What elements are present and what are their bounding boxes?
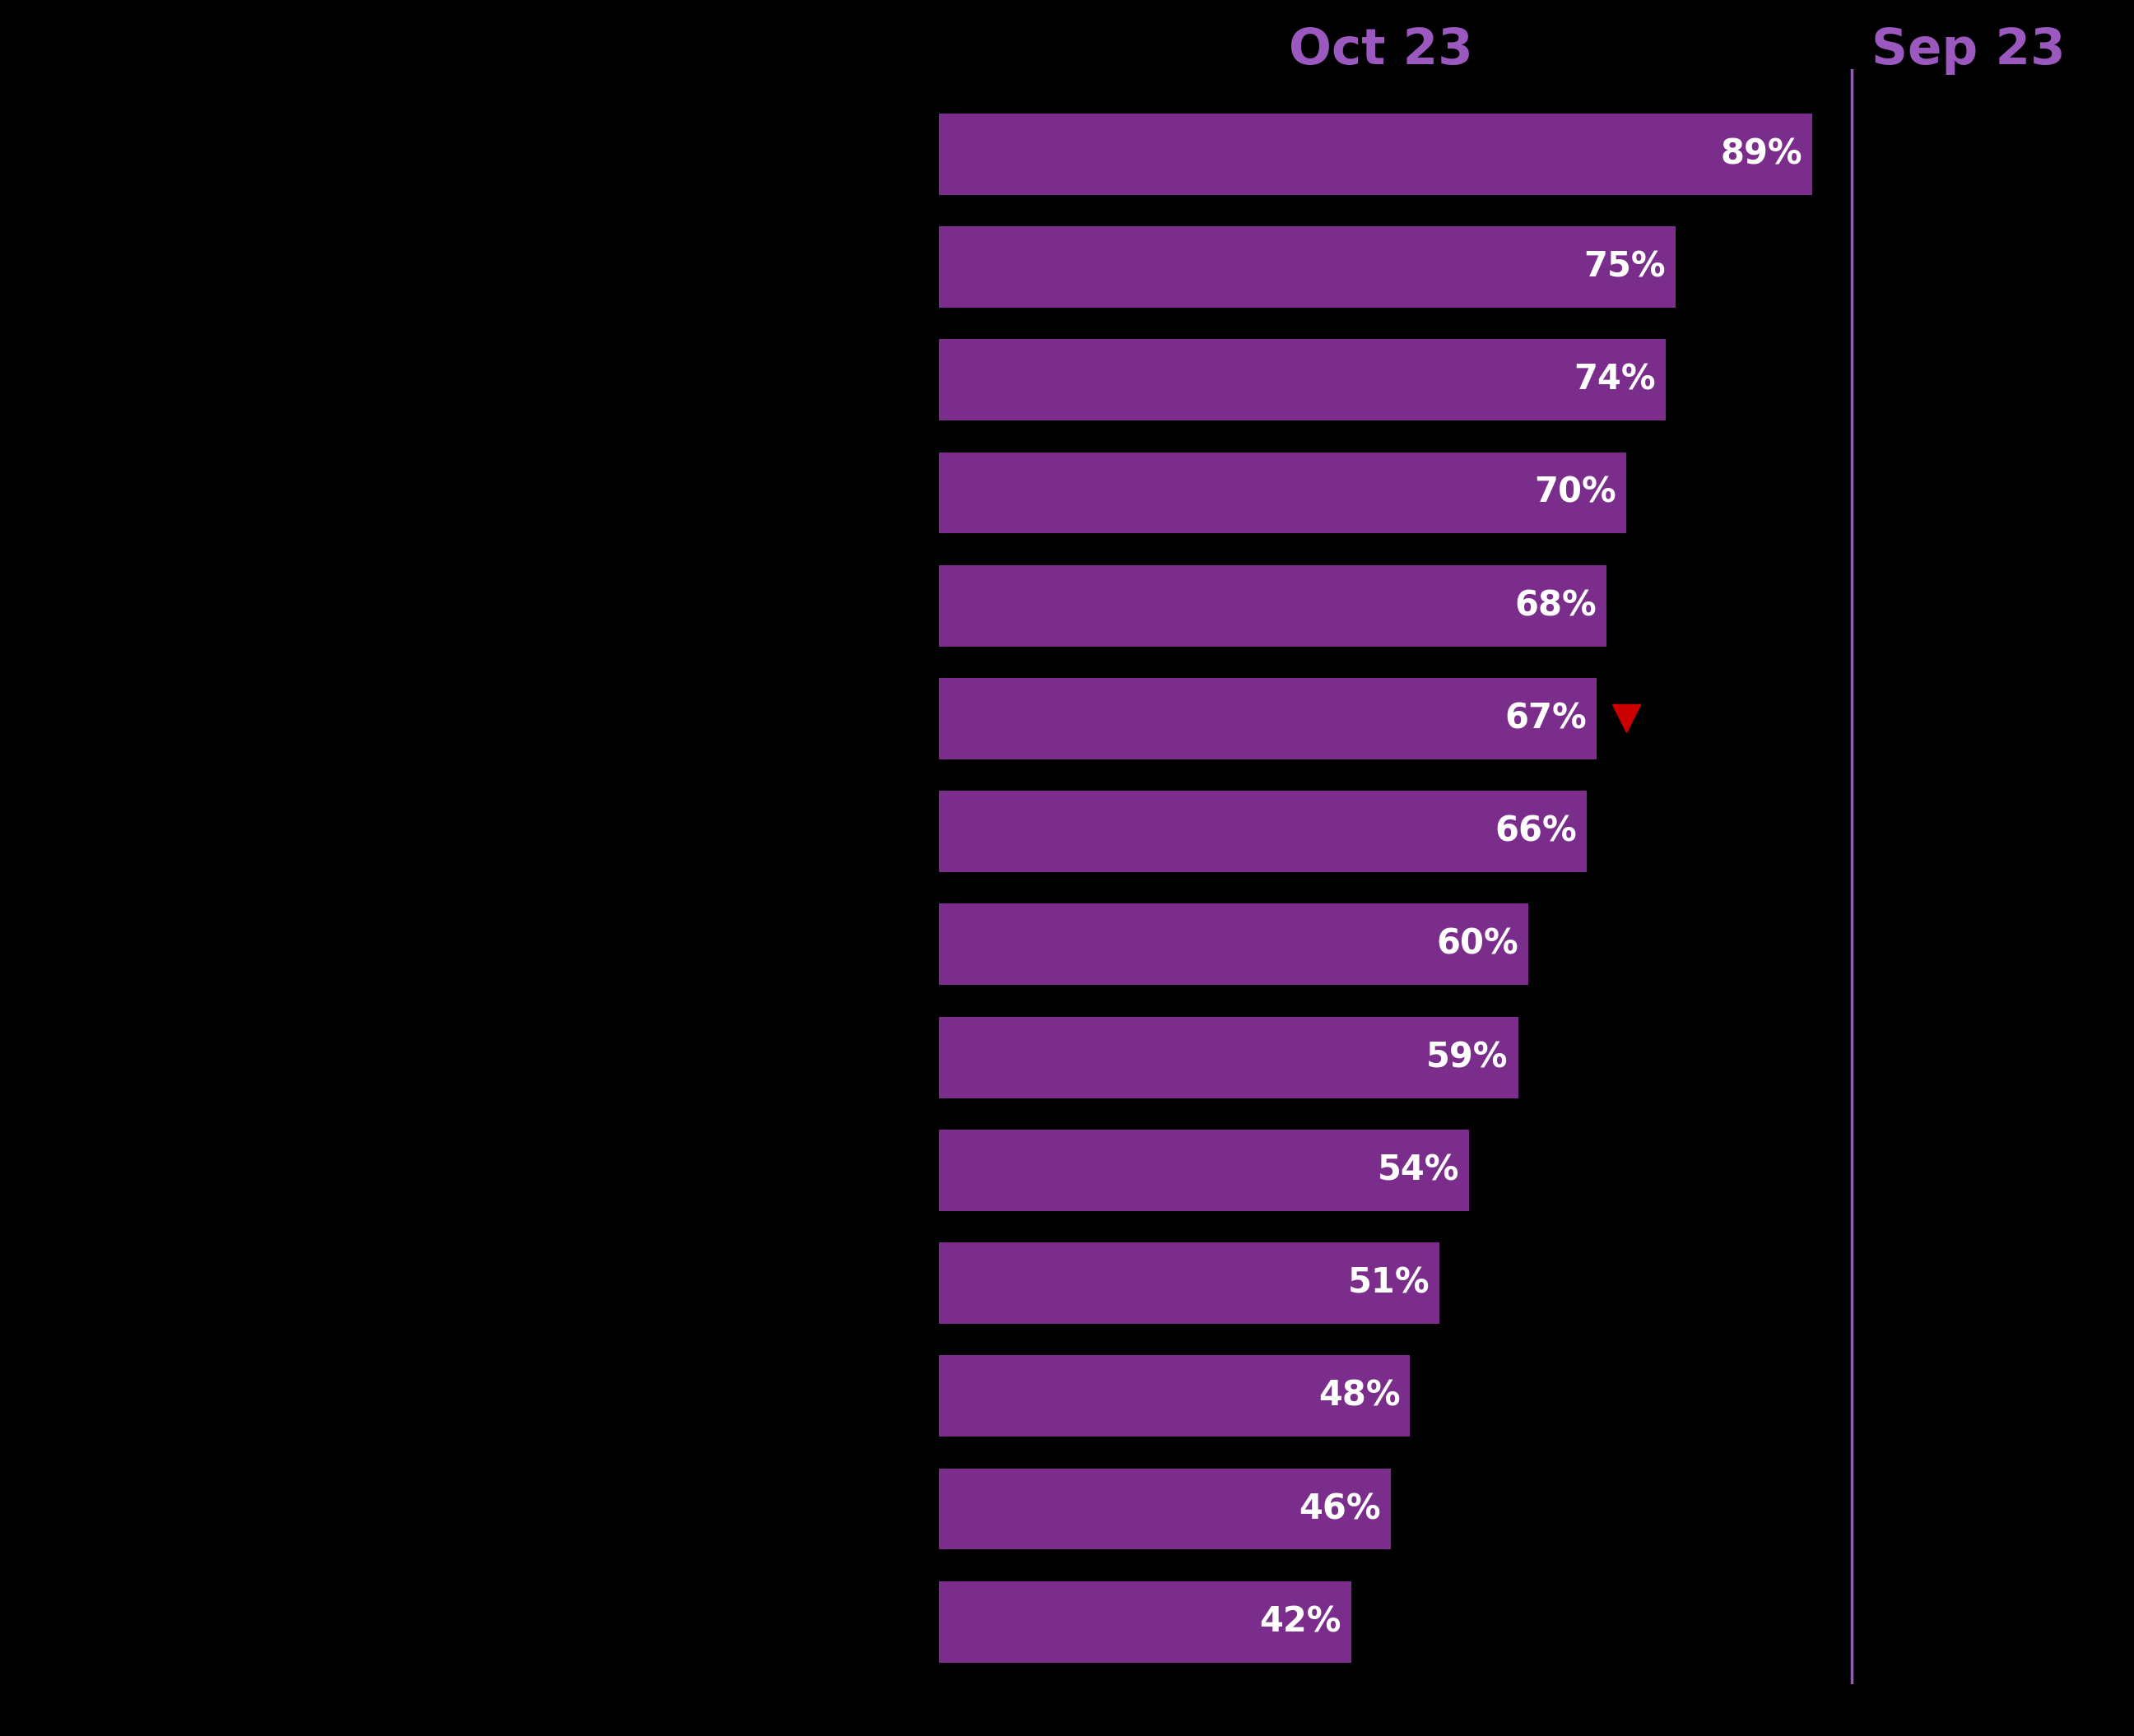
Text: 68%: 68% bbox=[1515, 589, 1596, 623]
Text: 70%: 70% bbox=[1534, 476, 1615, 510]
Text: Oct 23: Oct 23 bbox=[1289, 26, 1472, 75]
Text: 48%: 48% bbox=[1319, 1378, 1400, 1413]
Bar bbox=[939, 1017, 1517, 1097]
Bar bbox=[939, 1581, 1351, 1663]
Bar bbox=[939, 1356, 1411, 1437]
Text: 59%: 59% bbox=[1426, 1040, 1509, 1075]
Text: 42%: 42% bbox=[1259, 1604, 1342, 1639]
Bar bbox=[939, 792, 1588, 871]
Text: 54%: 54% bbox=[1376, 1153, 1460, 1187]
Text: 67%: 67% bbox=[1504, 701, 1588, 736]
Text: 51%: 51% bbox=[1349, 1266, 1430, 1300]
Text: 46%: 46% bbox=[1300, 1491, 1381, 1526]
Bar bbox=[939, 1130, 1468, 1212]
Text: 60%: 60% bbox=[1436, 927, 1517, 962]
Text: Sep 23: Sep 23 bbox=[1872, 26, 2066, 75]
Text: 66%: 66% bbox=[1496, 814, 1577, 849]
Bar bbox=[939, 1243, 1440, 1325]
Text: 75%: 75% bbox=[1583, 250, 1665, 285]
Text: 89%: 89% bbox=[1720, 137, 1803, 172]
Bar bbox=[939, 226, 1675, 307]
Bar bbox=[939, 679, 1596, 759]
Bar bbox=[939, 113, 1812, 194]
Text: 74%: 74% bbox=[1573, 363, 1656, 398]
Bar bbox=[939, 904, 1528, 984]
Bar bbox=[939, 451, 1626, 533]
Bar bbox=[939, 566, 1607, 646]
Bar bbox=[939, 339, 1665, 420]
Bar bbox=[939, 1469, 1391, 1550]
